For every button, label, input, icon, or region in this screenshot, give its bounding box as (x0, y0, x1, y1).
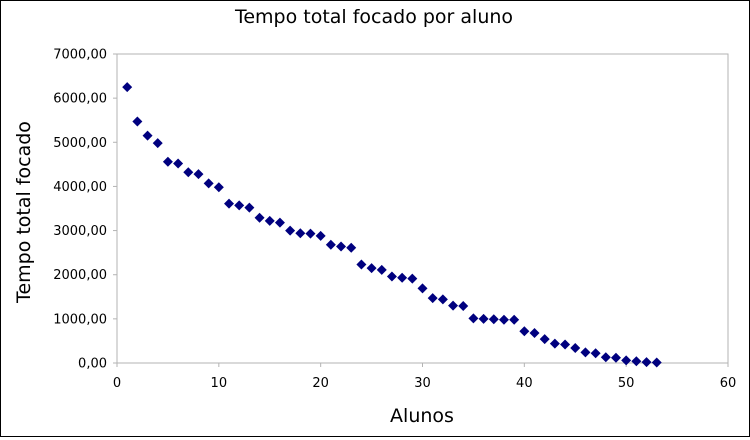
x-tick-label: 50 (618, 376, 635, 391)
data-point (224, 198, 235, 209)
data-point (336, 241, 347, 252)
x-tick-label: 60 (720, 376, 737, 391)
data-point (610, 352, 621, 363)
data-point (631, 356, 642, 367)
data-point (264, 215, 275, 226)
y-tick-label: 1000,00 (53, 312, 107, 327)
data-point (325, 239, 336, 250)
plot-area (116, 53, 729, 364)
y-tick-label: 5000,00 (53, 136, 107, 151)
data-point (539, 334, 550, 345)
data-point (468, 313, 479, 324)
y-axis-ticks: 0,00 1000,00 2000,00 3000,00 4000,00 5000,00 6… (53, 48, 117, 372)
data-point (529, 327, 540, 338)
data-point (549, 338, 560, 349)
data-point (173, 158, 184, 169)
data-point (498, 314, 509, 325)
y-tick-label: 6000,00 (53, 92, 107, 107)
data-point (458, 301, 469, 312)
data-point (142, 130, 153, 141)
chart-title: Tempo total focado por aluno (234, 6, 513, 28)
y-tick-label: 3000,00 (53, 224, 107, 239)
data-point (600, 352, 611, 363)
data-point (356, 259, 367, 270)
data-point (274, 217, 285, 228)
y-tick-label: 7000,00 (53, 48, 107, 63)
data-point (651, 357, 662, 368)
data-point (427, 293, 438, 304)
data-point (580, 347, 591, 358)
x-axis-ticks: 0 10 20 30 40 50 60 (113, 363, 736, 391)
data-point (346, 242, 357, 253)
data-point (193, 169, 204, 180)
data-point (488, 314, 499, 325)
data-point (478, 313, 489, 324)
data-point (570, 342, 581, 353)
y-tick-label: 2000,00 (53, 268, 107, 283)
data-point (437, 294, 448, 305)
data-points (122, 82, 662, 368)
x-tick-label: 30 (414, 376, 431, 391)
x-tick-label: 40 (516, 376, 533, 391)
data-point (448, 300, 459, 311)
data-point (315, 230, 326, 241)
data-point (162, 156, 173, 167)
data-point (366, 263, 377, 274)
data-point (407, 273, 418, 284)
data-point (519, 326, 530, 337)
data-point (641, 357, 652, 368)
data-point (397, 272, 408, 283)
data-point (132, 116, 143, 127)
data-point (376, 264, 387, 275)
data-point (621, 355, 632, 366)
data-point (152, 138, 163, 149)
y-tick-label: 0,00 (78, 357, 107, 372)
data-point (203, 178, 214, 189)
data-point (254, 212, 265, 223)
data-point (590, 348, 601, 359)
data-point (417, 283, 428, 294)
x-tick-label: 0 (113, 376, 121, 391)
data-point (509, 314, 520, 325)
data-point (305, 228, 316, 239)
data-point (295, 228, 306, 239)
y-tick-label: 4000,00 (53, 180, 107, 195)
data-point (122, 82, 133, 93)
data-point (285, 225, 296, 236)
y-axis-title: Tempo total focado (13, 121, 35, 304)
data-point (244, 202, 255, 213)
data-point (560, 339, 571, 350)
data-point (213, 182, 224, 193)
data-point (183, 167, 194, 178)
x-tick-label: 10 (211, 376, 228, 391)
x-tick-label: 20 (312, 376, 329, 391)
x-axis-title: Alunos (390, 405, 454, 427)
data-point (386, 271, 397, 282)
data-point (234, 200, 245, 211)
